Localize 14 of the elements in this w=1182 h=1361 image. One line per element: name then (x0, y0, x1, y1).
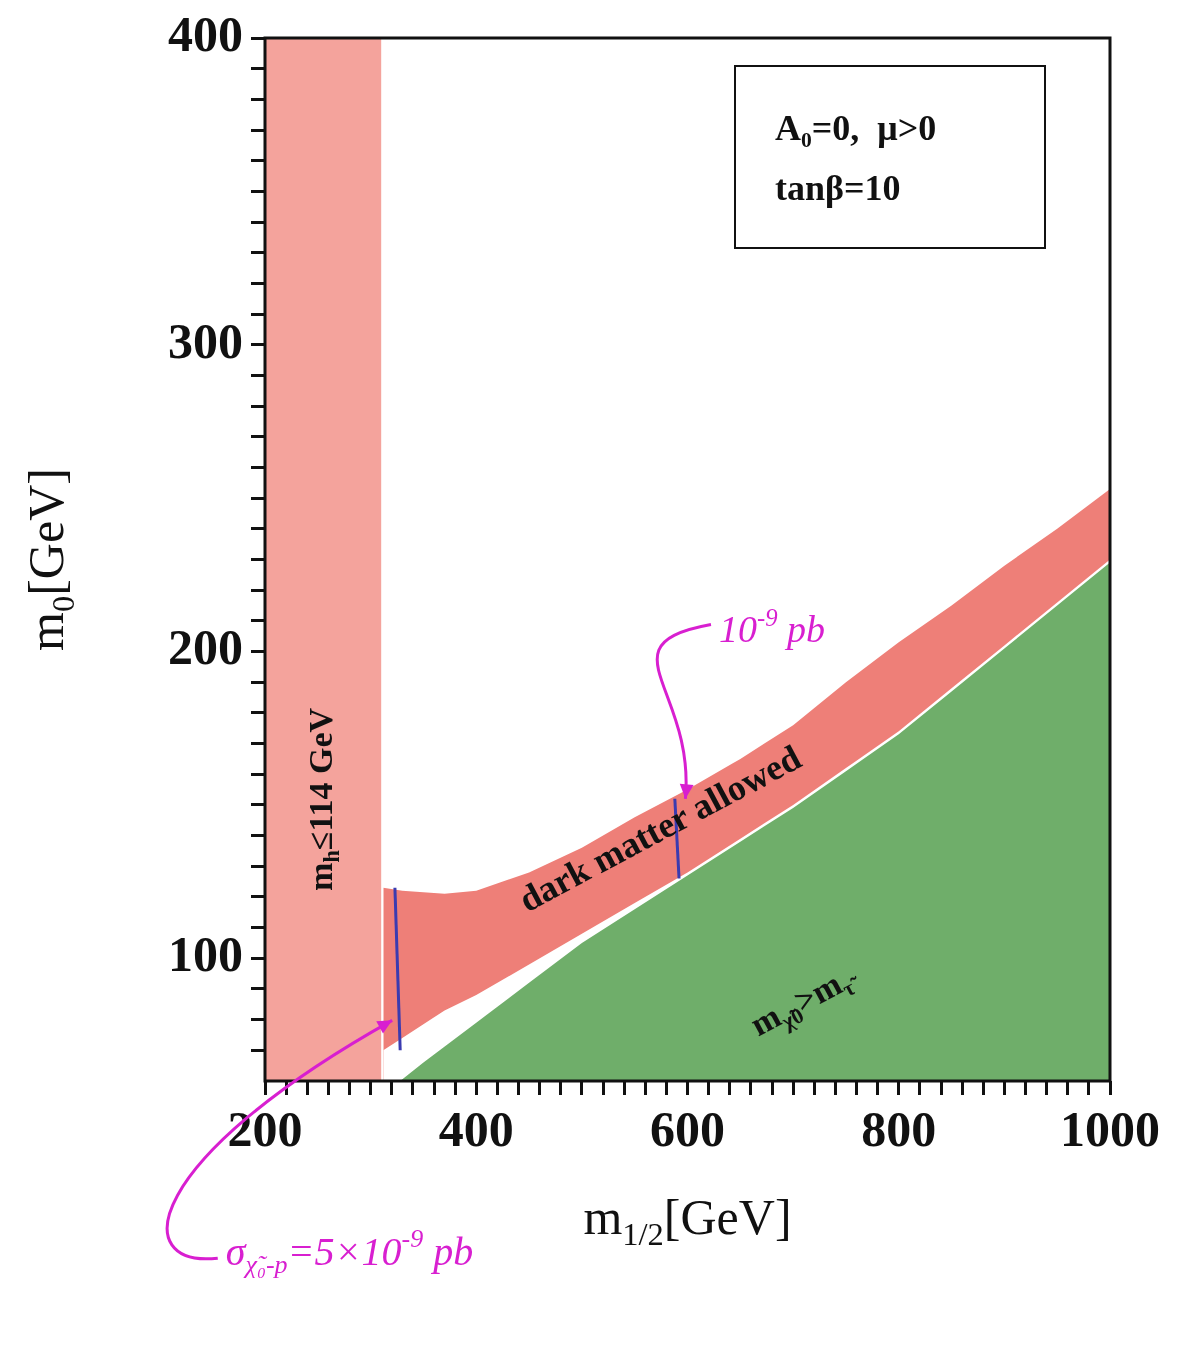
x-tick-label: 1000 (1060, 1100, 1160, 1157)
x-tick-label: 200 (227, 1100, 303, 1157)
x-tick-label: 400 (438, 1100, 514, 1157)
y-tick-label: 100 (168, 926, 243, 983)
y-axis-title: m0[GeV] (18, 468, 81, 651)
annotation: mχ̃0>mτ̃ (744, 964, 866, 1044)
y-tick-label: 300 (168, 312, 243, 369)
y-tick-label: 400 (168, 5, 243, 62)
annotation: tanβ=10 (775, 168, 901, 209)
x-tick-label: 600 (650, 1100, 725, 1157)
annotation: A₀=0, μ>0 (775, 108, 937, 149)
band-label: mh≤114 GeV (301, 707, 345, 891)
y-tick-label: 200 (168, 619, 243, 676)
x-tick-label: 800 (861, 1100, 937, 1157)
